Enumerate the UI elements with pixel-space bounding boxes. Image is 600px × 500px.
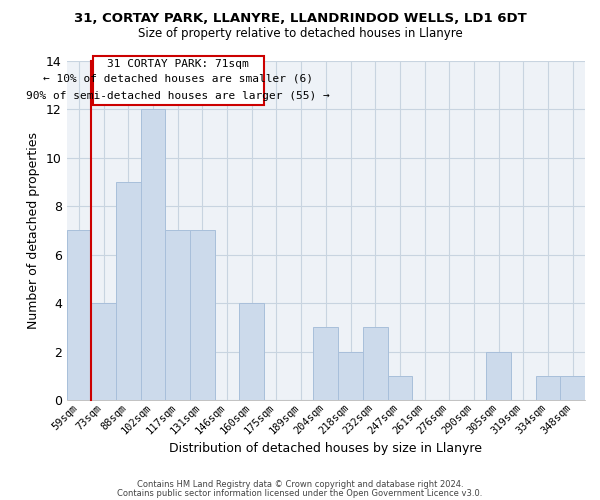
Bar bbox=[92, 56, 264, 106]
Text: Contains public sector information licensed under the Open Government Licence v3: Contains public sector information licen… bbox=[118, 488, 482, 498]
Text: Contains HM Land Registry data © Crown copyright and database right 2024.: Contains HM Land Registry data © Crown c… bbox=[137, 480, 463, 489]
Bar bbox=[560, 376, 585, 400]
Y-axis label: Number of detached properties: Number of detached properties bbox=[28, 132, 40, 329]
Bar bbox=[67, 230, 91, 400]
Bar bbox=[166, 230, 190, 400]
Bar bbox=[239, 303, 264, 400]
Text: 90% of semi-detached houses are larger (55) →: 90% of semi-detached houses are larger (… bbox=[26, 90, 330, 101]
Text: ← 10% of detached houses are smaller (6): ← 10% of detached houses are smaller (6) bbox=[43, 74, 313, 84]
X-axis label: Distribution of detached houses by size in Llanyre: Distribution of detached houses by size … bbox=[169, 442, 482, 455]
Bar bbox=[363, 328, 388, 400]
Bar bbox=[486, 352, 511, 400]
Bar bbox=[313, 328, 338, 400]
Text: Size of property relative to detached houses in Llanyre: Size of property relative to detached ho… bbox=[137, 28, 463, 40]
Bar bbox=[536, 376, 560, 400]
Bar bbox=[116, 182, 141, 400]
Bar bbox=[338, 352, 363, 400]
Bar bbox=[141, 109, 166, 400]
Bar bbox=[91, 303, 116, 400]
Text: 31, CORTAY PARK, LLANYRE, LLANDRINDOD WELLS, LD1 6DT: 31, CORTAY PARK, LLANYRE, LLANDRINDOD WE… bbox=[74, 12, 526, 26]
Text: 31 CORTAY PARK: 71sqm: 31 CORTAY PARK: 71sqm bbox=[107, 59, 249, 69]
Bar bbox=[388, 376, 412, 400]
Bar bbox=[190, 230, 215, 400]
